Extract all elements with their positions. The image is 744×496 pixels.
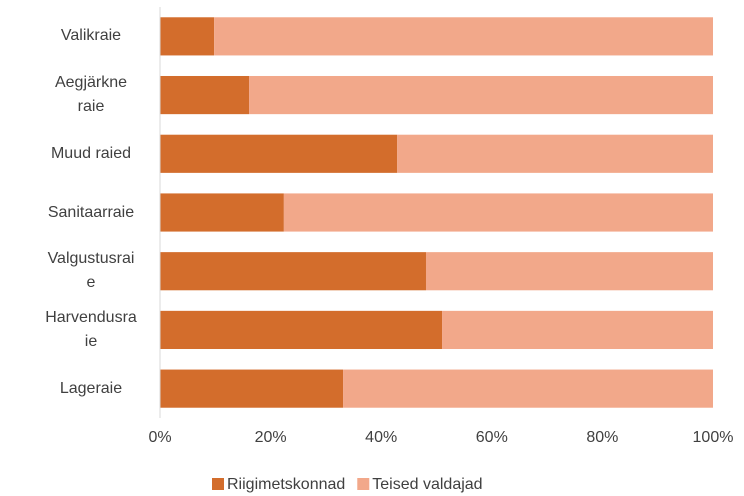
legend-label: Riigimetskonnad [227,476,345,493]
bar-segment [249,75,713,115]
x-tick-label: 20% [255,429,287,446]
y-tick-label: Lageraie [59,379,123,397]
y-tick-label: Aegjärkne raie [54,74,128,116]
bar-segment [160,310,443,350]
legend-swatch [212,478,224,490]
bar-segment [160,134,398,173]
bar-segment [283,193,713,232]
legend-swatch [357,478,370,490]
x-tick-label: 60% [476,429,508,446]
bar-segment [160,193,284,232]
bar-segment [160,75,250,115]
bar-segment [425,252,713,291]
bar-segment [397,134,713,173]
y-tick-label: Valgustusraie [47,250,135,292]
bar-segment [343,369,713,408]
bar-segment [160,252,426,291]
bar-segment [214,17,713,56]
bar-segment [160,17,215,56]
x-tick-label: 100% [693,429,734,446]
legend-label: Teised valdajad [372,476,482,493]
bar-segment [160,369,344,408]
y-tick-label: Harvendusraie [45,308,137,350]
x-tick-label: 80% [586,429,618,446]
y-tick-label: Muud raied [50,144,132,162]
y-tick-label: Valikraie [60,27,122,45]
bar-segment [442,310,713,350]
y-tick-label: Sanitaarraie [47,203,135,221]
x-tick-label: 0% [148,429,171,446]
x-tick-label: 40% [365,429,397,446]
